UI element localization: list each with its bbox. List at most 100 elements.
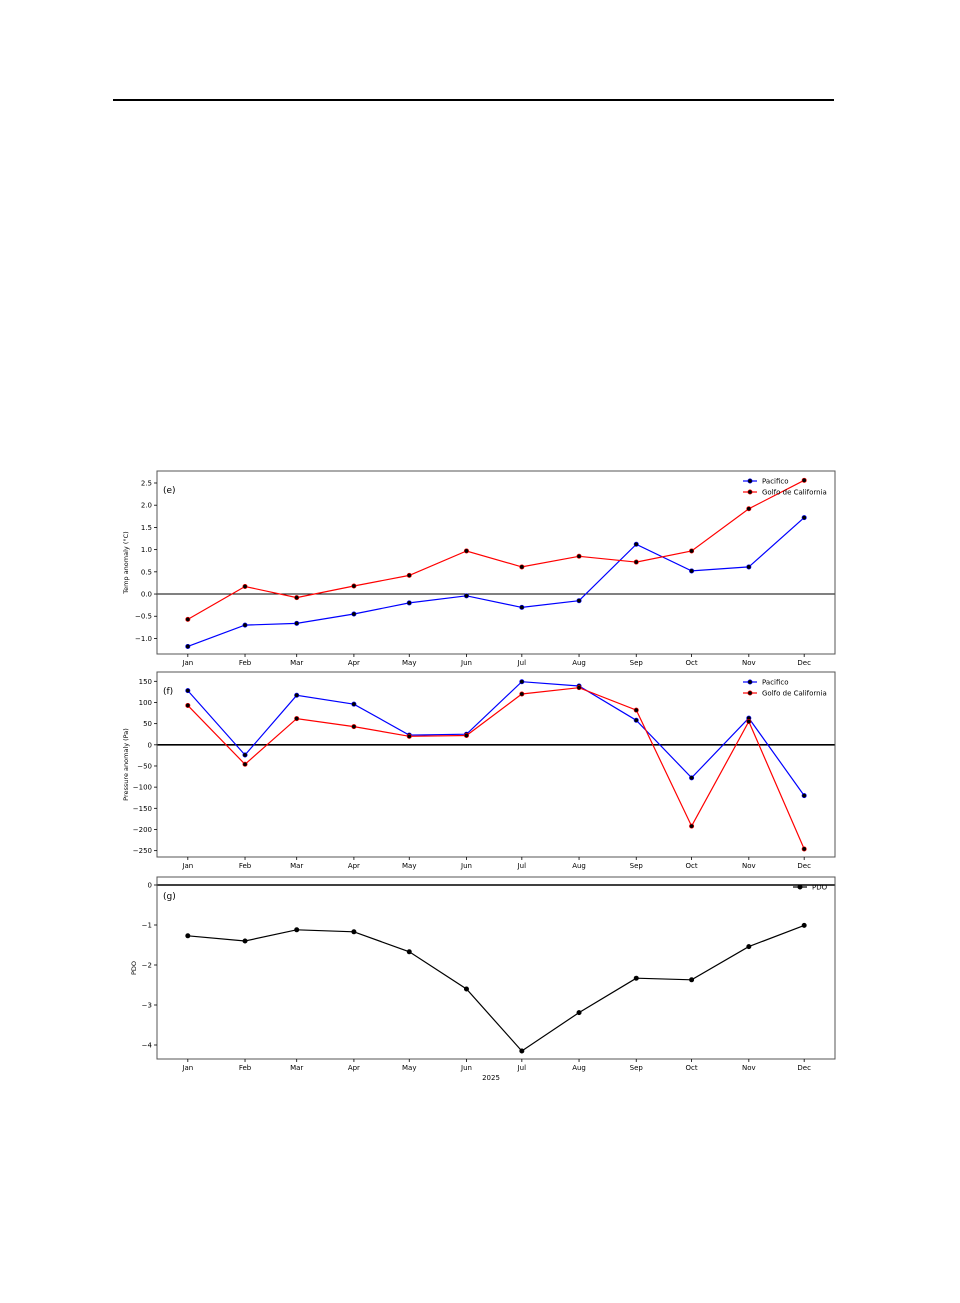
data-point [242,583,248,589]
data-point [633,559,639,565]
data-point [746,564,752,570]
x-tick-label: Aug [572,659,586,667]
data-point [746,506,752,512]
x-tick-label: Apr [348,862,360,870]
header-rule [113,99,834,101]
data-point [351,701,357,707]
data-point [351,611,357,617]
legend-entry: Golfo de California [743,690,827,698]
data-point [689,823,695,829]
x-tick-label: Apr [348,1064,360,1072]
legend-swatch-marker [797,884,803,890]
x-tick-label: Sep [630,1064,644,1072]
data-point [689,548,695,554]
panel-e: Jan Feb Mar Apr May Jun Jul Aug Sep Oct Nov Dec −1.0… [122,470,836,667]
y-tick-label: −1.0 [135,635,152,643]
series-line-pdo [187,924,805,1052]
data-point [463,986,469,992]
x-tick-label: Mar [290,659,303,667]
x-tick-label: Dec [797,862,811,870]
legend-entry: Pacifico [743,679,789,687]
data-point [689,568,695,574]
y-axis-label: Temp anomaly (°C) [122,531,130,594]
x-tick-label: Aug [572,862,586,870]
data-point [576,1010,582,1016]
y-tick-label: −2 [142,962,152,970]
x-tick-label: May [402,1064,416,1072]
series-line-pacifico [187,517,805,647]
data-point [351,724,357,730]
data-point [463,733,469,739]
x-tick-label: Oct [686,1064,698,1072]
y-axis-label: PDO [130,961,138,975]
data-point [185,702,191,708]
x-tick-label: Jan [181,659,193,667]
y-tick-label: −0.5 [135,613,152,621]
data-point [185,933,191,939]
x-tick-label: Oct [686,862,698,870]
data-point [801,793,807,799]
x-axis-label: 2025 [482,1074,500,1082]
data-point [689,977,695,983]
y-tick-label: 0.5 [141,568,152,576]
y-tick-label: 2.5 [141,479,152,487]
data-point [519,604,525,610]
data-point [519,691,525,697]
legend-label: PDO [812,884,828,892]
data-point [633,541,639,547]
data-point [801,515,807,521]
data-point [463,548,469,554]
legend-entry: Pacifico [743,478,789,486]
y-tick-label: 2.0 [141,502,152,510]
legend-swatch-marker [747,679,753,685]
x-tick-label: Mar [290,1064,303,1072]
x-tick-label: May [402,862,416,870]
data-point [242,938,248,944]
y-tick-label: 1.5 [141,524,152,532]
data-point [633,707,639,713]
legend-entry: PDO [793,884,828,892]
data-point [294,927,300,933]
y-tick-label: 100 [139,699,152,707]
data-point [633,975,639,981]
legend-swatch-marker [747,478,753,484]
x-tick-label: Mar [290,862,303,870]
data-point [185,616,191,622]
y-tick-label: 150 [139,678,152,686]
series-line-golfo-de-california [187,687,805,850]
series-line-golfo-de-california [187,479,805,620]
x-tick-label: Dec [797,1064,811,1072]
y-tick-label: −50 [137,762,152,770]
data-point [242,622,248,628]
axes-frame [156,876,836,1060]
axes-frame [156,470,836,655]
y-tick-label: −250 [133,847,152,855]
x-tick-label: Jan [181,1064,193,1072]
y-tick-label: 0 [148,741,152,749]
x-tick-label: Feb [239,862,252,870]
x-tick-label: May [402,659,416,667]
data-point [519,564,525,570]
panel-label: (g) [163,892,176,902]
y-tick-label: −4 [142,1042,153,1050]
legend-swatch-marker [747,489,753,495]
panel-f: Jan Feb Mar Apr May Jun Jul Aug Sep Oct Nov Dec −250… [122,671,836,870]
legend-label: Golfo de California [762,690,827,698]
data-point [406,600,412,606]
legend-label: Pacifico [762,679,789,687]
y-tick-label: 1.0 [141,546,152,554]
data-point [801,846,807,852]
data-point [185,688,191,694]
x-tick-label: Nov [742,862,756,870]
panel-label: (e) [163,486,176,496]
x-tick-label: Oct [686,659,698,667]
x-tick-label: Jun [460,862,472,870]
data-point [576,685,582,691]
y-tick-label: −200 [133,826,152,834]
data-point [689,775,695,781]
x-tick-label: Jun [460,659,472,667]
data-point [351,929,357,935]
legend-label: Pacifico [762,478,789,486]
data-point [294,716,300,722]
